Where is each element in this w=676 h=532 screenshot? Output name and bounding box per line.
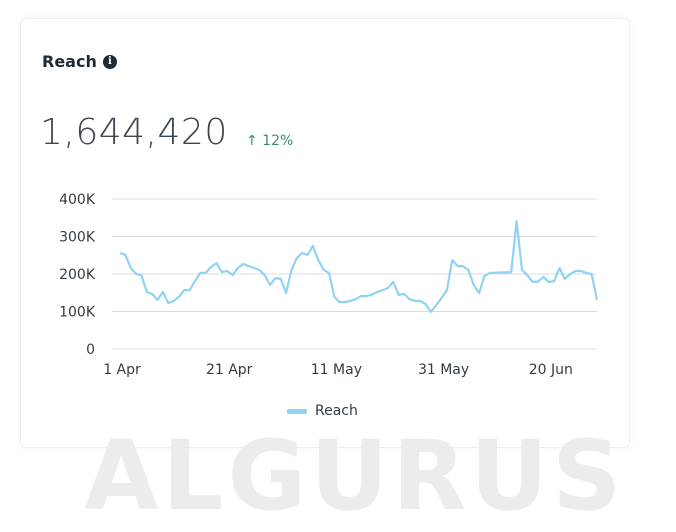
reach-chart: 0 100K 200K 300K 400K 1 Apr 21 Apr 11 May 31 May… [0,0,676,500]
y-tick-label: 200K [59,267,96,283]
legend[interactable]: Reach [287,402,358,420]
x-tick-label: 20 Jun [529,362,573,378]
y-tick-label: 100K [59,305,96,321]
y-tick-label: 0 [86,342,95,358]
x-tick-label: 1 Apr [103,362,141,378]
legend-swatch [287,409,307,414]
y-tick-label: 300K [59,230,96,246]
x-tick-label: 21 Apr [206,362,253,378]
y-tick-label: 400K [59,192,96,208]
x-tick-label: 31 May [418,362,469,378]
legend-label: Reach [315,402,358,420]
x-tick-label: 11 May [311,362,362,378]
reach-series-line [120,221,597,312]
